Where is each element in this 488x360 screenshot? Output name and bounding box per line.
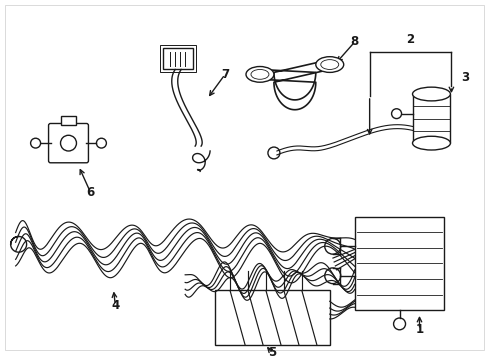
- Bar: [163, 48, 193, 69]
- Text: 7: 7: [221, 68, 229, 81]
- Bar: [61, 116, 76, 125]
- Ellipse shape: [320, 60, 338, 69]
- Text: 8: 8: [350, 35, 358, 49]
- Text: 1: 1: [415, 323, 423, 336]
- Text: 6: 6: [86, 186, 94, 199]
- Ellipse shape: [245, 67, 273, 82]
- Text: 3: 3: [460, 71, 468, 84]
- Text: 5: 5: [267, 346, 276, 359]
- Ellipse shape: [250, 69, 268, 79]
- FancyBboxPatch shape: [48, 123, 88, 163]
- Ellipse shape: [412, 87, 449, 101]
- Bar: [412, 94, 449, 143]
- Text: 2: 2: [406, 33, 414, 46]
- Bar: [354, 217, 444, 310]
- Bar: [215, 291, 329, 345]
- Ellipse shape: [315, 57, 343, 72]
- Bar: [160, 45, 196, 72]
- Text: 4: 4: [111, 299, 119, 312]
- Ellipse shape: [412, 136, 449, 150]
